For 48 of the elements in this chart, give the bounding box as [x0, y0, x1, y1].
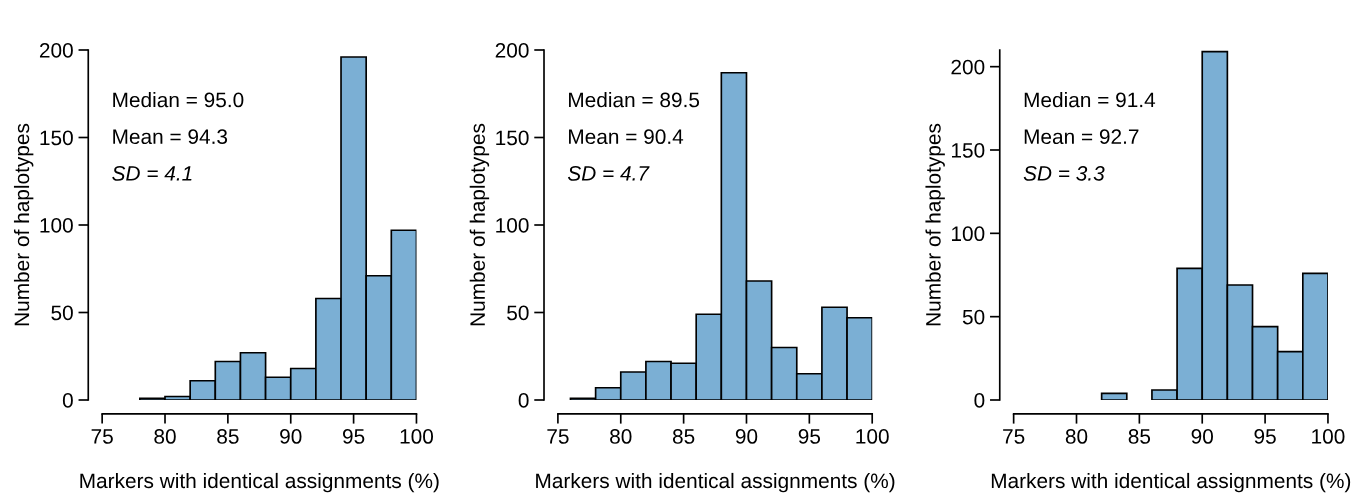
x-tick-label: 95 — [1254, 429, 1276, 444]
annotation: Median = 91.4 — [1024, 92, 1156, 108]
x-tick-label: 75 — [91, 429, 113, 444]
x-tick-label: 100 — [856, 429, 889, 444]
x-tick-label: 75 — [547, 429, 569, 444]
x-axis-title: Markers with identical assignments (%) — [536, 472, 895, 493]
annotation: SD = 4.1 — [112, 166, 192, 181]
y-tick-label: 150 — [952, 143, 985, 158]
x-tick-label: 80 — [154, 429, 176, 444]
annotation: Median = 95.0 — [113, 92, 244, 108]
y-tick-label: 50 — [51, 305, 73, 321]
x-axis-title: Markers with identical assignments (%) — [991, 472, 1351, 493]
annotation: Mean = 90.4 — [569, 129, 684, 145]
y-axis-title: Number of haplotypes — [469, 123, 490, 326]
y-tick-label: 0 — [518, 393, 529, 408]
y-tick-label: 200 — [951, 59, 985, 75]
y-axis-title: Number of haplotypes — [925, 123, 945, 326]
x-tick-label: 95 — [342, 429, 365, 444]
x-tick-label: 85 — [217, 429, 239, 444]
x-tick-label: 80 — [1065, 429, 1088, 444]
x-tick-label: 85 — [672, 429, 695, 444]
x-tick-label: 90 — [280, 429, 302, 444]
y-axis-title: Number of haplotypes — [13, 123, 34, 326]
y-tick-label: 50 — [507, 305, 529, 321]
x-tick-label: 95 — [798, 429, 821, 444]
y-tick-label: 100 — [952, 226, 985, 242]
x-tick-label: 85 — [1128, 429, 1151, 444]
annotation: Mean = 92.7 — [1024, 129, 1139, 145]
annotation: SD = 4.7 — [567, 166, 650, 181]
x-tick-label: 90 — [735, 429, 758, 444]
annotation: SD = 3.3 — [1023, 166, 1105, 181]
y-tick-label: 150 — [496, 130, 529, 146]
x-tick-label: 100 — [400, 429, 434, 444]
annotation: Mean = 94.3 — [113, 129, 228, 145]
y-tick-label: 0 — [974, 393, 985, 408]
y-tick-label: 50 — [962, 309, 985, 325]
x-tick-label: 100 — [1312, 429, 1345, 444]
y-tick-label: 150 — [40, 130, 73, 146]
annotation: Median = 89.5 — [569, 92, 700, 108]
y-tick-label: 100 — [496, 218, 529, 233]
y-tick-label: 200 — [495, 43, 529, 58]
y-tick-label: 200 — [39, 43, 73, 58]
y-tick-label: 0 — [62, 393, 73, 408]
y-tick-label: 100 — [40, 218, 73, 233]
x-tick-label: 90 — [1191, 429, 1213, 444]
x-tick-label: 80 — [610, 429, 632, 444]
x-tick-label: 75 — [1003, 429, 1025, 444]
x-axis-title: Markers with identical assignments (%) — [80, 472, 439, 493]
